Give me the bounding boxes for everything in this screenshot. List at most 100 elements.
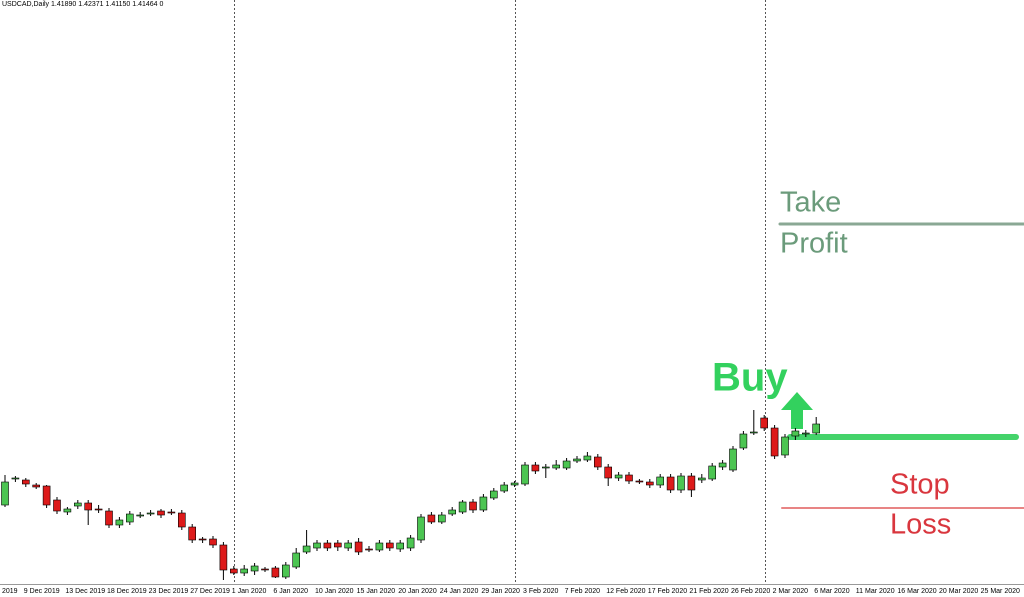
candle-body [541, 466, 550, 469]
x-tick-label: 25 Mar 2020 [981, 588, 1020, 595]
candle-body [770, 427, 779, 457]
candle-body [406, 537, 415, 549]
x-tick-label: 17 Feb 2020 [648, 588, 687, 595]
x-tick-label: 2019 [2, 588, 18, 595]
x-tick-label: 29 Jan 2020 [481, 588, 520, 595]
candle-body [562, 460, 571, 469]
candle-body [94, 508, 103, 511]
candle-body [11, 477, 20, 480]
candle-body [105, 510, 113, 526]
candle-body [302, 545, 311, 553]
candle-body [385, 542, 394, 549]
candle-body [1, 481, 9, 506]
candle-body [635, 480, 644, 483]
candle-body [74, 502, 82, 507]
x-tick-label: 6 Jan 2020 [273, 588, 308, 595]
candle-body [812, 423, 821, 434]
candle-body [656, 476, 665, 486]
candle-body [365, 548, 373, 551]
candle-body [84, 502, 92, 511]
candle-body [791, 430, 800, 437]
candle-body [42, 485, 51, 506]
candle-body [801, 432, 810, 435]
x-tick-label: 20 Jan 2020 [398, 588, 437, 595]
candle-body [354, 541, 363, 553]
candle-body [188, 526, 196, 541]
candle-body [240, 568, 248, 574]
x-tick-label: 12 Feb 2020 [606, 588, 645, 595]
candle-body [469, 501, 477, 511]
candle-body [697, 477, 706, 481]
candle-body [458, 501, 467, 513]
candle-body [323, 542, 332, 549]
candle-body [708, 465, 717, 480]
candle-body [281, 564, 290, 578]
x-tick-label: 23 Dec 2019 [149, 588, 189, 595]
candle-body [749, 431, 758, 434]
candle-body [21, 479, 30, 485]
candle-body [479, 496, 488, 511]
x-tick-label: 20 Mar 2020 [939, 588, 978, 595]
candle-body [500, 484, 509, 492]
candle-body [573, 458, 581, 462]
candle-body [53, 499, 61, 512]
candle-body [489, 490, 498, 499]
candle-body [417, 516, 425, 541]
candle-body [313, 542, 321, 549]
candle-body [32, 484, 41, 488]
candle-body [178, 512, 186, 528]
x-tick-label: 1 Jan 2020 [232, 588, 267, 595]
candle-body [292, 552, 301, 568]
x-tick-label: 15 Jan 2020 [357, 588, 396, 595]
candle-body [687, 475, 696, 491]
candle-body [427, 514, 436, 523]
candle-body [146, 512, 155, 515]
candle-body [344, 542, 353, 549]
candle-body [552, 464, 561, 469]
candle-body [63, 508, 72, 513]
candle-body [250, 565, 259, 572]
candle-body [271, 567, 280, 578]
x-tick-label: 16 Mar 2020 [897, 588, 936, 595]
candle-body [230, 568, 238, 574]
candle-body [157, 510, 165, 516]
candle-body [126, 513, 134, 523]
candle-body [645, 481, 654, 486]
buy-label: Buy [712, 356, 788, 400]
x-tick-label: 24 Jan 2020 [440, 588, 479, 595]
candle-body [437, 514, 446, 523]
candle-body [333, 542, 342, 548]
candle-body [531, 464, 540, 472]
candle-body [718, 462, 727, 468]
candle-body [666, 476, 675, 491]
candle-body [219, 544, 228, 571]
x-tick-label: 21 Feb 2020 [689, 588, 728, 595]
x-tick-label: 13 Dec 2019 [65, 588, 105, 595]
x-tick-label: 2 Mar 2020 [773, 588, 809, 595]
x-tick-label: 11 Mar 2020 [856, 588, 895, 595]
candle-body [625, 474, 633, 482]
x-tick-label: 27 Dec 2019 [190, 588, 230, 595]
chart-title: USDCAD,Daily 1.41890 1.42371 1.41150 1.4… [2, 1, 163, 8]
candle-body [593, 456, 602, 468]
candle-body [167, 511, 176, 514]
candle-body [729, 448, 737, 471]
candle-body [781, 436, 789, 456]
profit-label: Profit [780, 228, 848, 260]
candle-body [198, 538, 207, 541]
x-tick-label: 9 Dec 2019 [24, 588, 60, 595]
loss-label: Loss [890, 509, 951, 541]
candle-body [136, 514, 144, 517]
candle-body [583, 455, 592, 461]
candle-body [209, 538, 217, 546]
candle-body [375, 542, 384, 551]
stop-label: Stop [890, 469, 950, 501]
x-tick-label: 6 Mar 2020 [814, 588, 850, 595]
candle-body [115, 519, 124, 526]
candle-body [396, 542, 405, 550]
candle-body [261, 568, 269, 571]
x-tick-label: 18 Dec 2019 [107, 588, 147, 595]
candle-body [614, 474, 623, 479]
